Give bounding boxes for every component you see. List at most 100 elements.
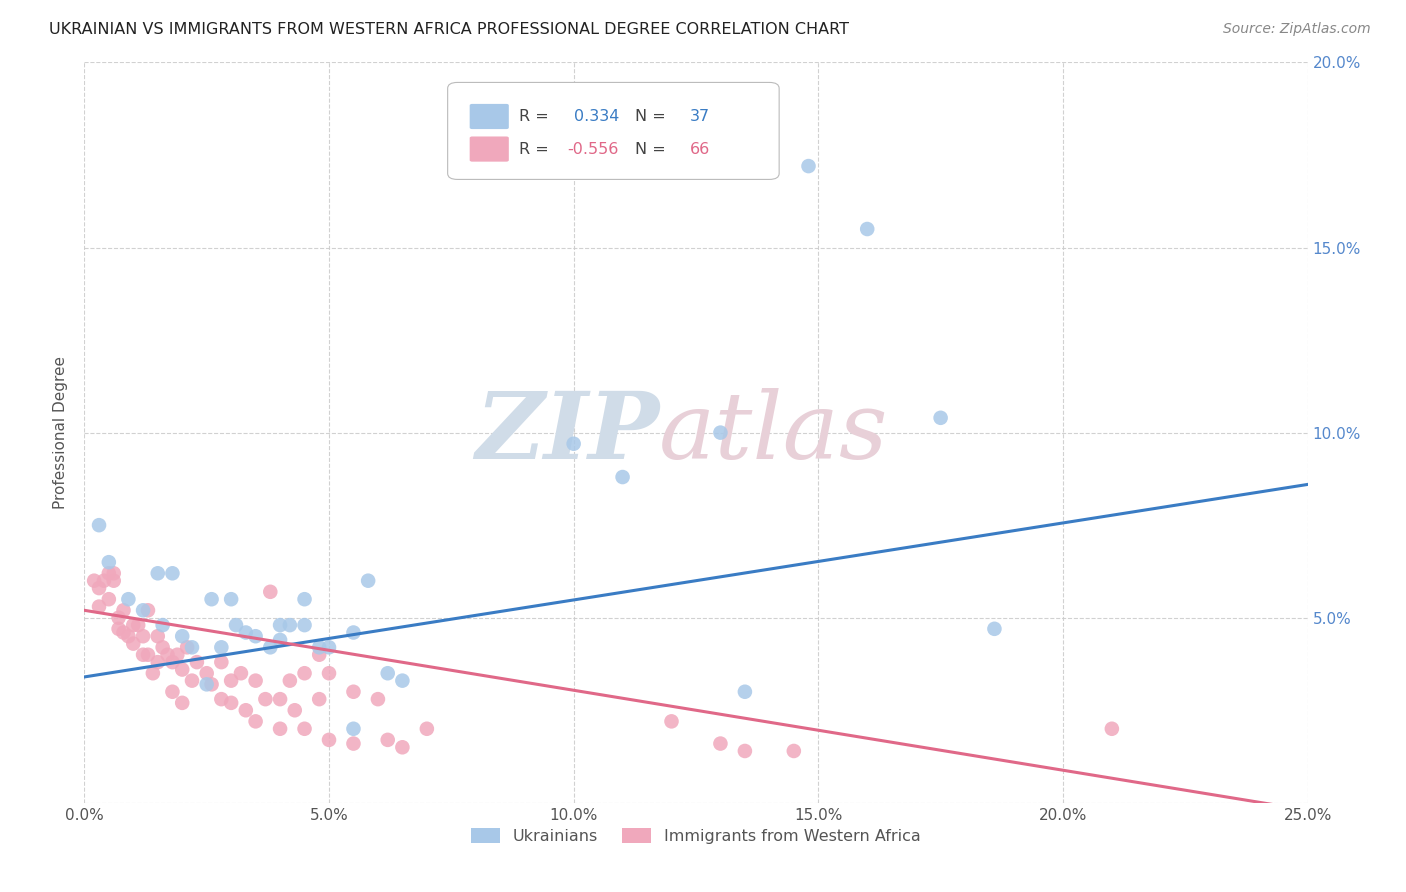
Text: N =: N = xyxy=(636,109,671,124)
Point xyxy=(107,622,129,636)
Point xyxy=(152,640,174,655)
Point xyxy=(783,744,806,758)
Point xyxy=(93,574,115,588)
Point xyxy=(156,648,179,662)
Point xyxy=(97,592,120,607)
Point xyxy=(200,592,222,607)
Point xyxy=(318,640,340,655)
Point xyxy=(172,663,194,677)
Text: N =: N = xyxy=(636,142,671,157)
Point xyxy=(294,722,316,736)
Point xyxy=(152,618,174,632)
Point xyxy=(294,666,316,681)
Point xyxy=(146,655,169,669)
Point xyxy=(245,673,267,688)
Text: ZIP: ZIP xyxy=(475,388,659,477)
Point xyxy=(186,655,208,669)
Point xyxy=(269,722,291,736)
Point xyxy=(103,574,125,588)
Point xyxy=(195,677,218,691)
Point xyxy=(269,692,291,706)
Point xyxy=(112,603,135,617)
Point xyxy=(259,640,281,655)
FancyBboxPatch shape xyxy=(470,136,509,161)
Point xyxy=(342,737,364,751)
Point xyxy=(856,222,879,236)
Point xyxy=(318,666,340,681)
Point xyxy=(136,648,159,662)
Point xyxy=(612,470,634,484)
Text: 0.334: 0.334 xyxy=(574,109,619,124)
Point xyxy=(235,625,257,640)
Point xyxy=(377,666,399,681)
Point xyxy=(209,692,232,706)
Text: UKRAINIAN VS IMMIGRANTS FROM WESTERN AFRICA PROFESSIONAL DEGREE CORRELATION CHAR: UKRAINIAN VS IMMIGRANTS FROM WESTERN AFR… xyxy=(49,22,849,37)
Point xyxy=(308,648,330,662)
Text: 66: 66 xyxy=(690,142,710,157)
Point xyxy=(172,696,194,710)
Point xyxy=(562,436,585,450)
Point xyxy=(219,592,242,607)
Point xyxy=(269,618,291,632)
Point xyxy=(87,581,110,595)
Point xyxy=(117,629,139,643)
Text: -0.556: -0.556 xyxy=(568,142,619,157)
Point xyxy=(209,655,232,669)
Text: Source: ZipAtlas.com: Source: ZipAtlas.com xyxy=(1223,22,1371,37)
Point xyxy=(122,618,145,632)
Point xyxy=(142,666,165,681)
Point xyxy=(172,629,194,643)
Point xyxy=(166,648,188,662)
Point xyxy=(245,629,267,643)
Text: R =: R = xyxy=(519,109,554,124)
Point xyxy=(132,629,155,643)
Point xyxy=(661,714,683,729)
Point xyxy=(181,640,204,655)
Point xyxy=(308,692,330,706)
Point xyxy=(162,655,184,669)
Point xyxy=(209,640,232,655)
Point xyxy=(132,603,155,617)
Point xyxy=(377,732,399,747)
Y-axis label: Professional Degree: Professional Degree xyxy=(53,356,69,509)
Point xyxy=(318,732,340,747)
Point xyxy=(132,648,155,662)
Point xyxy=(97,566,120,581)
Text: atlas: atlas xyxy=(659,388,889,477)
Point xyxy=(146,629,169,643)
Point xyxy=(146,566,169,581)
Point xyxy=(235,703,257,717)
FancyBboxPatch shape xyxy=(470,103,509,129)
Point xyxy=(294,592,316,607)
Point xyxy=(97,555,120,569)
Point xyxy=(225,618,247,632)
Point xyxy=(103,566,125,581)
Point xyxy=(357,574,380,588)
Point xyxy=(162,685,184,699)
Point xyxy=(87,518,110,533)
Point xyxy=(195,666,218,681)
Point xyxy=(416,722,439,736)
Point xyxy=(245,714,267,729)
Point xyxy=(709,737,731,751)
Point xyxy=(136,603,159,617)
Legend: Ukrainians, Immigrants from Western Africa: Ukrainians, Immigrants from Western Afri… xyxy=(465,822,927,850)
Point xyxy=(983,622,1005,636)
Text: R =: R = xyxy=(519,142,554,157)
Point xyxy=(284,703,307,717)
Point xyxy=(176,640,198,655)
Point xyxy=(219,673,242,688)
Point xyxy=(342,625,364,640)
Point xyxy=(181,673,204,688)
Point xyxy=(87,599,110,614)
Point xyxy=(391,673,413,688)
Point xyxy=(367,692,389,706)
Text: 37: 37 xyxy=(690,109,710,124)
Point xyxy=(391,740,413,755)
Point xyxy=(127,618,149,632)
Point xyxy=(83,574,105,588)
Point xyxy=(254,692,277,706)
Point xyxy=(342,685,364,699)
Point xyxy=(709,425,731,440)
Point xyxy=(219,696,242,710)
